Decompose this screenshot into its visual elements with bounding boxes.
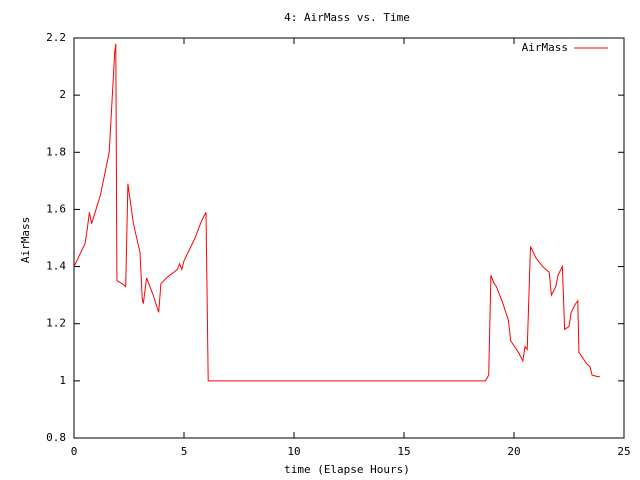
- x-tick-label: 25: [617, 445, 630, 458]
- x-axis-label: time (Elapse Hours): [284, 463, 410, 476]
- plot-border: [73, 37, 625, 439]
- y-tick-label: 2.2: [46, 31, 66, 44]
- chart-title: 4: AirMass vs. Time: [284, 11, 410, 24]
- legend-label: AirMass: [522, 41, 568, 54]
- x-tick-label: 10: [287, 445, 300, 458]
- y-axis-label: AirMass: [19, 217, 32, 263]
- x-tick-label: 5: [181, 445, 188, 458]
- y-tick-label: 1: [59, 374, 66, 387]
- y-tick-label: 2: [59, 88, 66, 101]
- x-tick-label: 15: [397, 445, 410, 458]
- y-tick-label: 0.8: [46, 431, 66, 444]
- y-tick-label: 1.4: [46, 260, 66, 273]
- data-line: [73, 43, 600, 382]
- y-tick-label: 1.6: [46, 202, 66, 215]
- y-tick-label: 1.2: [46, 317, 66, 330]
- x-tick-label: 20: [507, 445, 520, 458]
- y-tick-label: 1.8: [46, 145, 66, 158]
- x-tick-label: 0: [71, 445, 78, 458]
